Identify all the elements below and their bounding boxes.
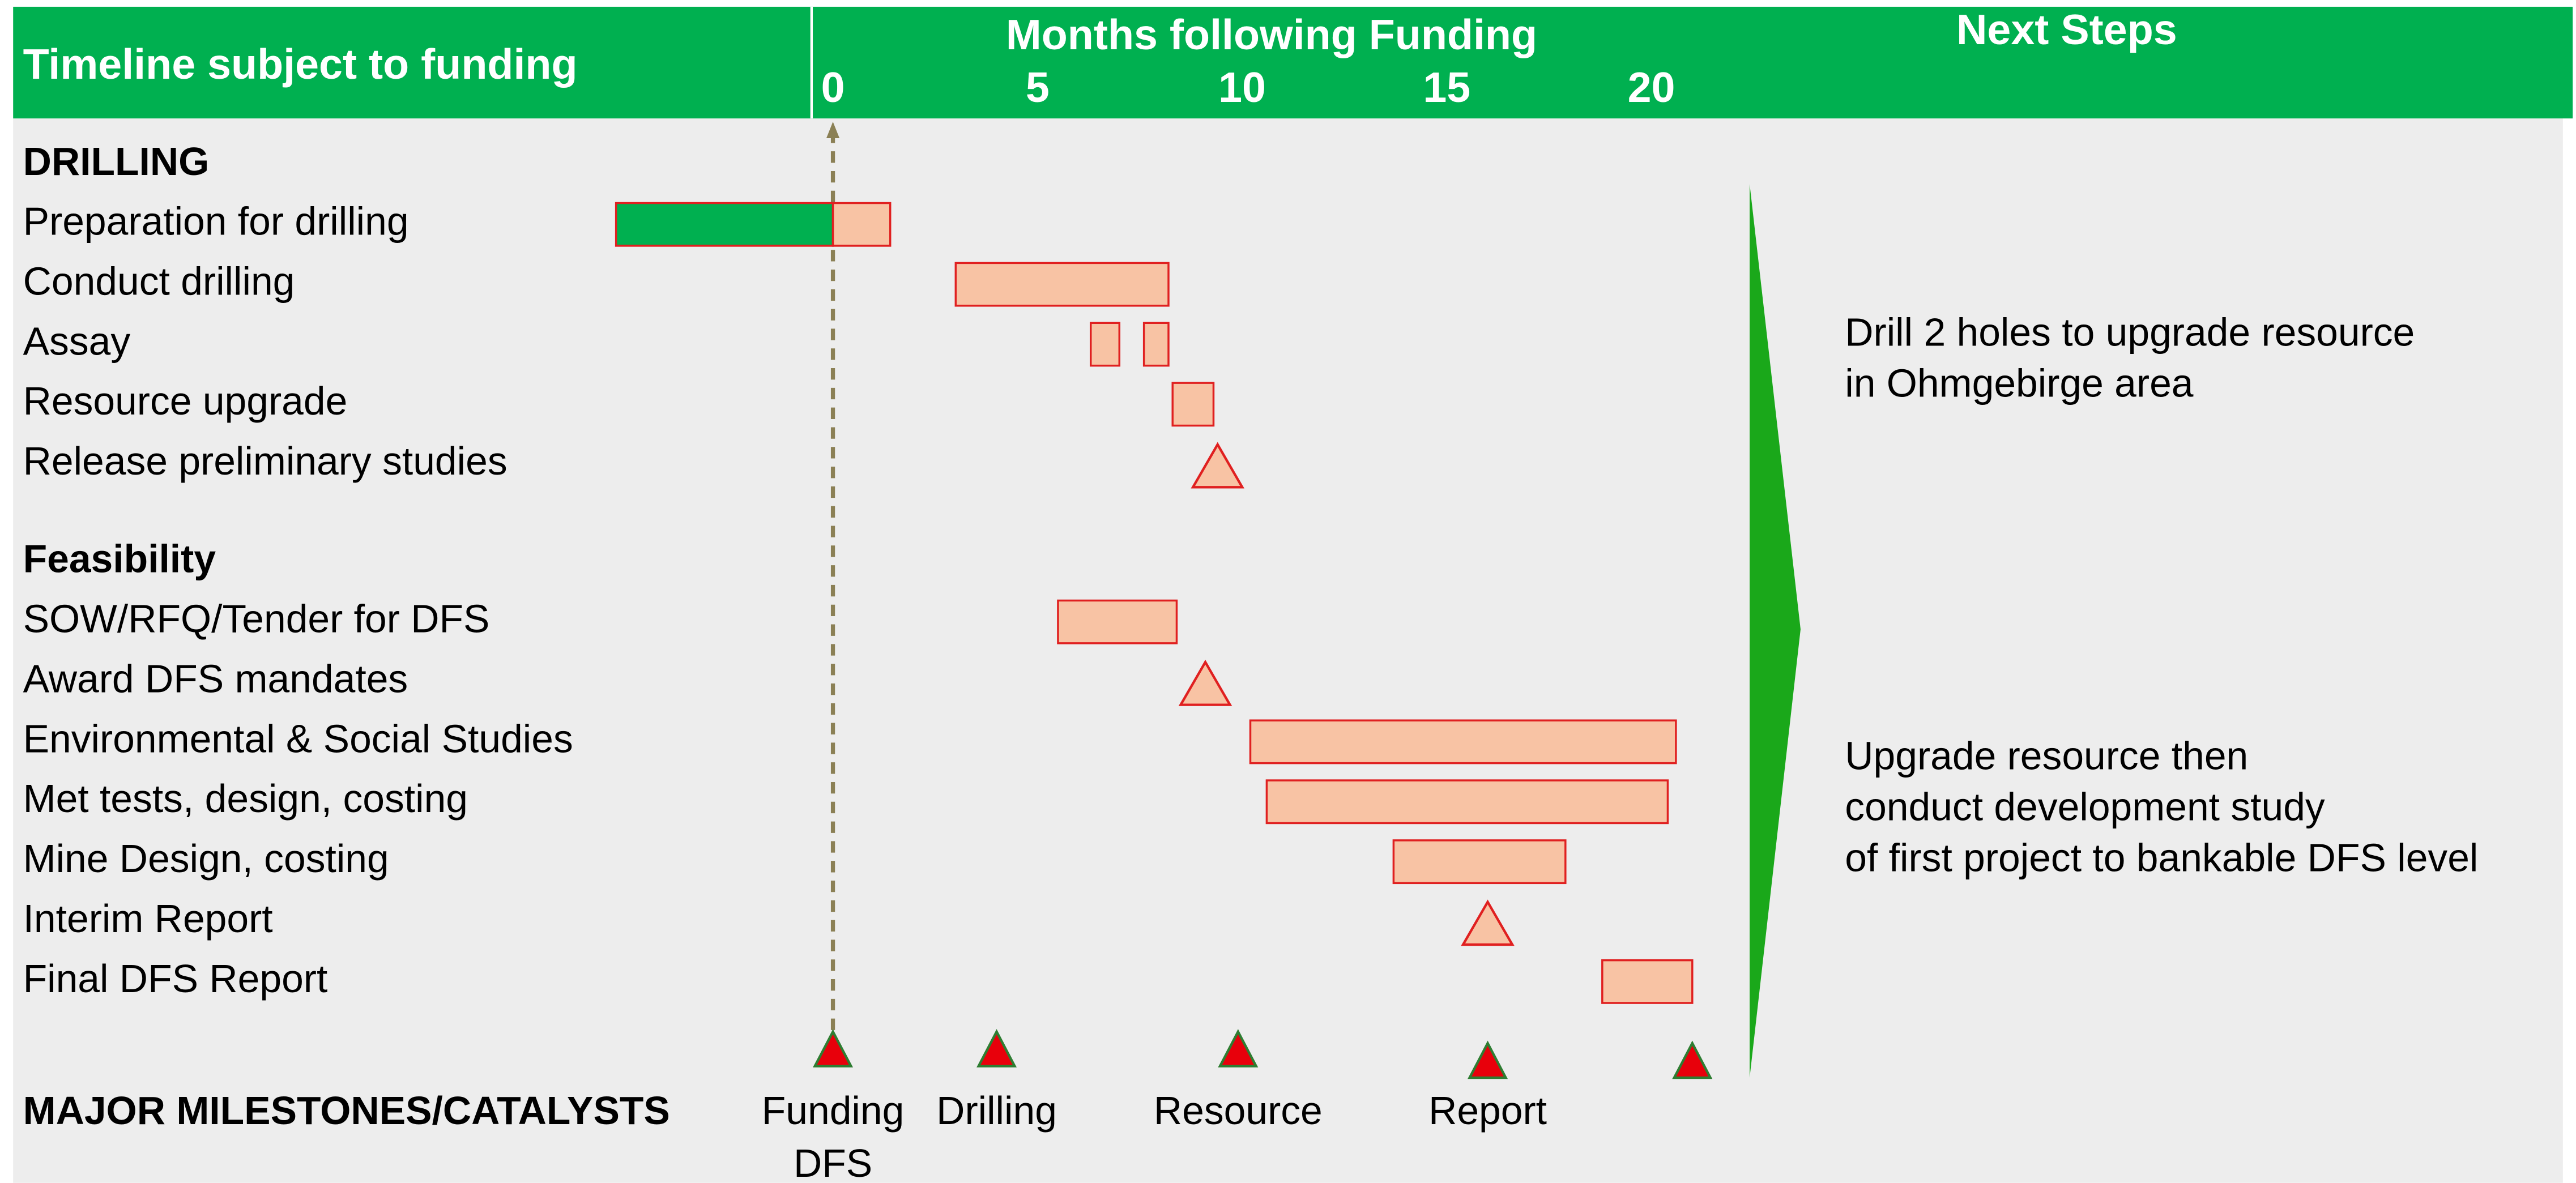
note: of first project to bankable DFS level [1845, 836, 2478, 880]
task-label: Met tests, design, costing [23, 776, 468, 821]
task-label: Preparation for drilling [23, 199, 409, 244]
note: conduct development study [1845, 785, 2325, 829]
arrow [1750, 184, 1801, 1078]
task-label: SOW/RFQ/Tender for DFS [23, 597, 490, 641]
task-label: Final DFS Report [23, 956, 328, 1001]
milestone-label: Drilling [936, 1088, 1057, 1133]
task-label: Assay [23, 319, 131, 363]
milestones-title: MAJOR MILESTONES/CATALYSTS [23, 1088, 670, 1133]
milestone [813, 1029, 854, 1067]
header-right: Next Steps [1956, 6, 2177, 53]
axis-title: Months following Funding [1006, 11, 1537, 58]
task-bar [954, 262, 1170, 307]
task-bar [1601, 959, 1694, 1004]
milestone [1672, 1040, 1713, 1079]
task-label: Mine Design, costing [23, 836, 389, 881]
header-band [13, 6, 2573, 119]
milestone-label: DFS [794, 1141, 872, 1183]
task-label: Resource upgrade [23, 379, 348, 423]
task-bar [1057, 599, 1178, 644]
task-bar [1249, 719, 1677, 765]
section-title: DRILLING [23, 139, 210, 183]
task-bar [1089, 322, 1121, 367]
task-label: Release preliminary studies [23, 439, 507, 483]
header-left: Timeline subject to funding [23, 40, 578, 88]
note: in Ohmgebirge area [1845, 361, 2194, 405]
task-bar [1392, 839, 1567, 885]
x-tick-label: 20 [1628, 63, 1675, 111]
milestone-label: Funding [762, 1088, 905, 1133]
task-milestone [1461, 899, 1515, 946]
task-label: Interim Report [23, 896, 273, 941]
milestone [976, 1029, 1017, 1067]
milestone [1468, 1040, 1508, 1079]
note: Drill 2 holes to upgrade resource [1845, 310, 2415, 354]
task-bar [1142, 322, 1170, 367]
task-bar [615, 202, 834, 247]
note: Upgrade resource then [1845, 734, 2248, 778]
task-bar [1265, 779, 1669, 825]
task-milestone [1178, 659, 1232, 706]
milestone-label: Resource [1154, 1088, 1323, 1133]
task-label: Environmental & Social Studies [23, 716, 573, 761]
x-tick-label: 15 [1423, 63, 1470, 111]
milestone-label: Report [1428, 1088, 1547, 1133]
x-tick-label: 0 [821, 63, 845, 111]
task-label: Award DFS mandates [23, 656, 408, 701]
task-bar [831, 202, 892, 247]
task-label: Conduct drilling [23, 259, 295, 303]
section-title: Feasibility [23, 537, 216, 581]
task-bar [1171, 382, 1215, 427]
task-milestone [1191, 442, 1244, 489]
x-tick-label: 10 [1218, 63, 1266, 111]
background [13, 118, 2563, 1183]
x-tick-label: 5 [1026, 63, 1050, 111]
funding-arrowhead [826, 121, 840, 138]
milestone [1218, 1029, 1259, 1067]
